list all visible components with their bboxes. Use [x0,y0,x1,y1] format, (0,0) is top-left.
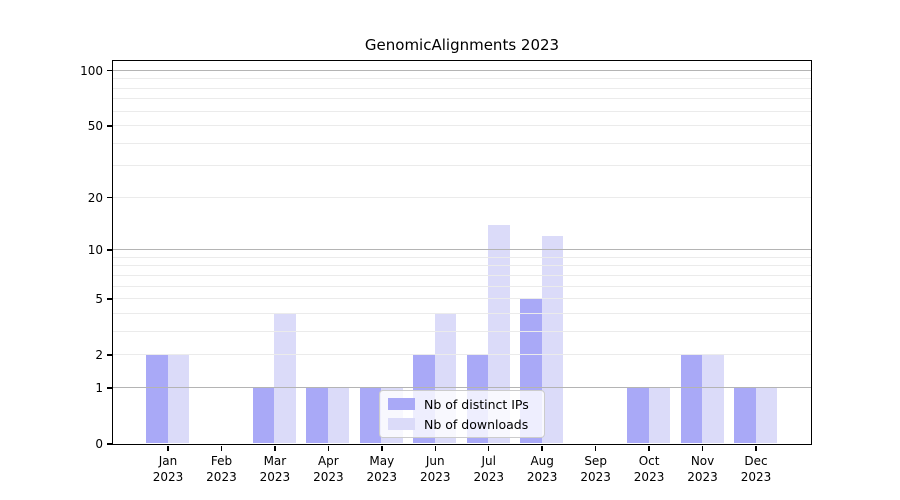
gridline-minor [112,330,811,332]
bar-downloads-jan [167,354,189,444]
gridline-minor [112,285,811,287]
bar-downloads-nov [702,354,724,444]
y-tick-label: 50 [87,119,103,134]
x-tick-label: Feb 2023 [206,454,237,484]
legend-item-distinct-ips: Nb of distinct IPs [388,396,536,413]
x-tick-mark [541,445,543,451]
gridline-minor [112,87,811,89]
legend-swatch-distinct-ips-icon [388,398,415,410]
gridline-minor [112,142,811,144]
gridline-major [112,69,811,71]
bar-distinct-ips-mar [252,387,275,444]
y-tick-label: 1 [95,380,103,395]
legend-item-downloads: Nb of downloads [388,416,536,433]
bar-downloads-mar [274,313,296,444]
y-tick-label: 20 [87,190,103,205]
gridline-minor [112,312,811,314]
gridline-minor [112,98,811,100]
gridline-minor [112,196,811,198]
x-tick-label: Sep 2023 [580,454,611,484]
y-tick-label: 2 [95,348,103,363]
bar-downloads-oct [648,387,671,444]
legend-label-distinct-ips: Nb of distinct IPs [424,396,529,412]
x-tick-label: May 2023 [366,454,398,484]
gridline-minor [112,274,811,276]
x-tick-label: Dec 2023 [740,454,772,484]
bar-distinct-ips-apr [306,387,328,444]
bar-distinct-ips-jan [146,354,168,444]
plot-area [111,59,812,445]
x-tick-label: Oct 2023 [633,454,665,484]
x-tick-label: Nov 2023 [687,454,718,484]
y-tick-label: 0 [95,437,103,451]
bar-downloads-jul [488,224,510,444]
y-tick-mark [106,125,112,127]
x-tick-mark [167,445,169,451]
x-tick-label: Jun 2023 [419,454,451,484]
x-tick-mark [594,445,597,451]
bar-distinct-ips-oct [627,387,649,444]
y-tick-mark [106,70,112,72]
gridline-minor [112,125,811,127]
x-tick-label: Jan 2023 [152,454,184,484]
x-tick-mark [327,445,330,451]
y-tick-label: 100 [80,63,103,78]
x-tick-label: Aug 2023 [526,454,558,484]
x-tick-label: Mar 2023 [259,454,291,484]
y-tick-mark [106,298,112,300]
chart-title: GenomicAlignments 2023 [364,36,560,54]
x-tick-mark [755,445,757,451]
x-tick-mark [220,445,223,451]
x-tick-label: Apr 2023 [313,454,344,484]
gridline-minor [112,110,811,112]
gridline-minor [112,354,811,356]
y-tick-mark [106,197,112,199]
gridline-major [112,386,811,388]
x-tick-mark [434,445,436,451]
gridline-minor [112,298,811,300]
y-tick-mark [106,443,112,445]
x-tick-mark [488,445,490,451]
x-tick-mark [381,445,383,451]
x-tick-mark [648,445,650,451]
gridline-minor [112,256,811,258]
y-tick-mark [106,249,112,251]
gridline-major [112,249,811,251]
x-tick-mark [701,445,704,451]
y-tick-label: 5 [95,292,103,307]
gridline-minor [112,265,811,267]
legend-swatch-downloads-icon [388,418,415,430]
y-tick-mark [106,387,112,389]
bar-distinct-ips-may [359,387,382,444]
bar-distinct-ips-dec [734,387,756,444]
bar-downloads-apr [327,387,350,444]
bar-downloads-dec [755,387,777,444]
y-tick-mark [106,354,112,356]
gridline-minor [112,78,811,80]
gridline-minor [112,165,811,167]
legend-label-downloads: Nb of downloads [424,416,529,432]
y-tick-label: 10 [87,243,103,258]
bar-distinct-ips-nov [680,354,703,444]
legend: Nb of distinct IPs Nb of downloads [379,390,545,438]
x-tick-mark [274,445,276,451]
x-tick-label: Jul 2023 [473,454,504,484]
bar-downloads-aug [541,236,564,444]
